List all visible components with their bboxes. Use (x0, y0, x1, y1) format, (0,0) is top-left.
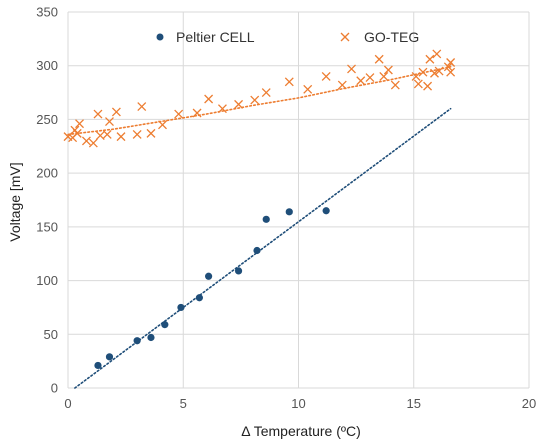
y-tick-label: 0 (51, 381, 58, 396)
trendline-series-1 (67, 66, 452, 136)
point-series-1 (365, 73, 375, 82)
point-series-0 (253, 246, 261, 255)
y-tick-label: 100 (36, 273, 58, 288)
point-series-1 (146, 128, 156, 138)
point-series-1 (192, 108, 202, 118)
point-series-0 (94, 361, 102, 370)
legend-label-goteg: GO-TEG (364, 29, 419, 45)
point-series-0 (322, 207, 330, 215)
y-tick-label: 50 (44, 327, 58, 342)
y-tick-label: 300 (36, 58, 58, 73)
point-series-0 (133, 337, 141, 345)
point-series-1 (446, 67, 456, 77)
point-series-0 (195, 294, 203, 302)
point-series-0 (285, 208, 293, 216)
point-series-0 (234, 267, 243, 275)
point-series-1 (105, 117, 114, 127)
point-series-0 (205, 272, 213, 280)
point-series-1 (321, 71, 331, 81)
point-series-1 (93, 109, 103, 119)
point-series-1 (234, 99, 244, 109)
x-axis-label: Δ Temperature (ºC) (241, 423, 361, 439)
point-series-0 (262, 215, 270, 223)
x-tick-label: 5 (180, 396, 187, 411)
legend-marker-goteg (340, 32, 350, 42)
y-tick-label: 150 (36, 219, 58, 234)
point-series-1 (250, 95, 260, 105)
point-series-0 (105, 353, 114, 361)
point-series-1 (102, 130, 112, 139)
x-tick-label: 15 (407, 396, 421, 411)
point-series-1 (425, 54, 435, 64)
point-series-1 (72, 128, 82, 138)
x-tick-label: 20 (522, 396, 536, 411)
point-series-1 (432, 49, 442, 59)
legend-marker-peltier (156, 33, 164, 41)
x-tick-label: 0 (64, 396, 71, 411)
y-axis-label: Voltage [mV] (7, 162, 23, 241)
point-series-1 (446, 58, 456, 67)
point-series-0 (161, 321, 169, 329)
point-series-0 (147, 333, 155, 342)
legend-label-peltier: Peltier CELL (176, 29, 255, 45)
x-tick-label: 10 (291, 396, 305, 411)
y-tick-label: 200 (36, 166, 58, 181)
point-series-1 (303, 84, 313, 94)
point-series-1 (111, 107, 121, 117)
point-series-1 (411, 71, 421, 81)
point-series-1 (418, 67, 428, 77)
point-series-1 (443, 62, 453, 72)
point-series-1 (413, 79, 423, 89)
point-series-1 (434, 66, 444, 76)
point-series-1 (137, 102, 147, 111)
data-points (63, 49, 456, 370)
point-series-1 (217, 104, 227, 114)
point-series-0 (177, 303, 185, 312)
point-series-1 (81, 136, 91, 146)
tick-labels: 0 50 100 150 200 250 300 350 0 5 10 15 20 (36, 5, 536, 412)
point-series-1 (337, 80, 347, 90)
point-series-1 (390, 80, 400, 90)
point-series-1 (356, 76, 366, 86)
point-series-1 (379, 71, 389, 81)
point-series-1 (132, 130, 142, 139)
point-series-1 (88, 138, 98, 148)
legend: Peltier CELL GO-TEG (156, 29, 419, 45)
point-series-1 (374, 54, 384, 64)
y-tick-label: 350 (36, 5, 58, 20)
point-series-1 (347, 64, 356, 74)
point-series-1 (174, 109, 184, 119)
point-series-1 (423, 81, 433, 91)
point-series-1 (116, 132, 126, 142)
point-series-1 (158, 120, 167, 130)
point-series-1 (75, 119, 84, 129)
point-series-1 (284, 77, 294, 87)
point-series-1 (204, 94, 214, 104)
point-series-1 (261, 88, 271, 98)
point-series-1 (383, 65, 393, 75)
point-series-1 (430, 68, 439, 78)
y-tick-label: 250 (36, 112, 58, 127)
